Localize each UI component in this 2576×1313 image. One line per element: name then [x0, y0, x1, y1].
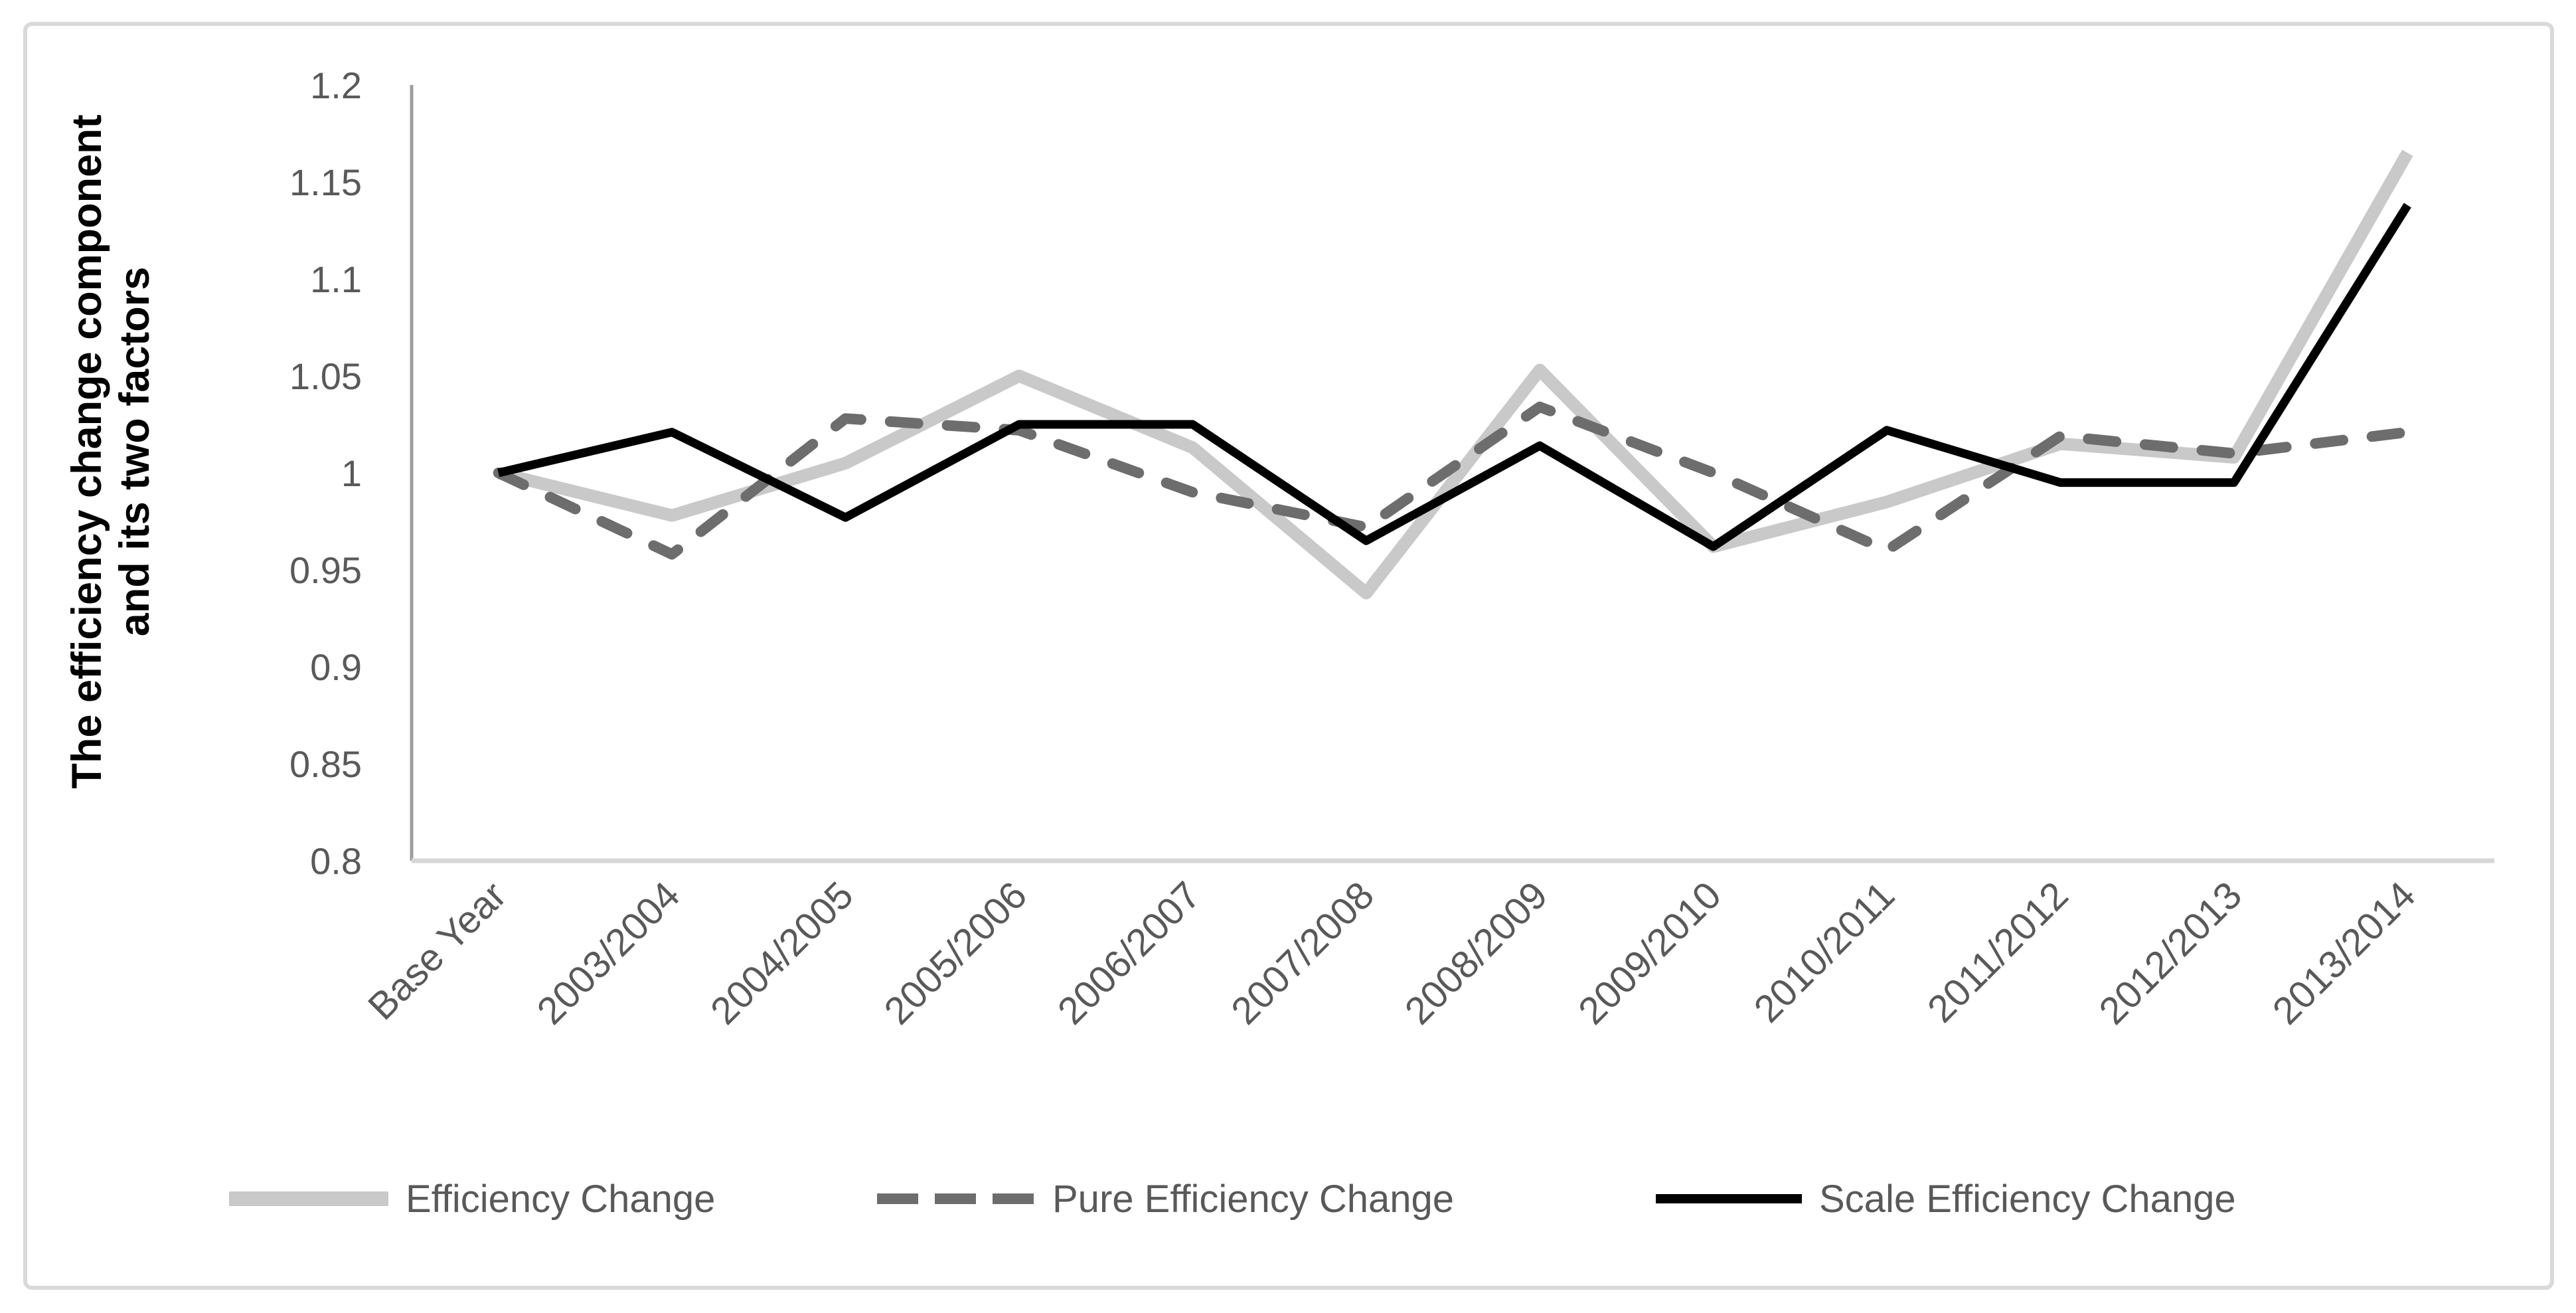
chart-border: [23, 22, 2554, 1290]
series-line-pure-efficiency-change: [493, 401, 2413, 560]
legend-item-pure-efficiency-change: Pure Efficiency Change: [877, 1178, 1454, 1221]
legend: Efficiency Change Pure Efficiency Change S…: [229, 1178, 2236, 1221]
y-axis-title: The efficiency change component and its …: [64, 114, 158, 788]
y-tick-label-0.9: 0.9: [310, 646, 362, 688]
series-line-efficiency-change: [497, 149, 2413, 600]
legend-item-scale-efficiency-change: Scale Efficiency Change: [1656, 1178, 2236, 1221]
y-tick-label-1: 1: [341, 452, 362, 494]
series-line-scale-efficiency-change: [497, 203, 2411, 551]
y-axis-title-line1: The efficiency change component: [64, 114, 110, 788]
y-tick-label-1.2: 1.2: [310, 64, 362, 106]
legend-label-efficiency-change: Efficiency Change: [406, 1178, 715, 1221]
y-tick-label-0.85: 0.85: [289, 743, 362, 785]
legend-label-scale-efficiency-change: Scale Efficiency Change: [1819, 1178, 2236, 1221]
y-tick-label-0.95: 0.95: [289, 549, 362, 591]
y-axis-title-line2: and its two factors: [112, 267, 158, 637]
y-tick-label-1.15: 1.15: [289, 161, 362, 203]
y-axis: 1.2 1.15 1.1 1.05 1 0.95 0.9 0.85 0.8: [289, 64, 414, 882]
plot-area: [493, 149, 2413, 600]
y-tick-label-1.05: 1.05: [289, 355, 362, 397]
y-tick-label-0.8: 0.8: [310, 840, 362, 882]
legend-item-efficiency-change: Efficiency Change: [229, 1178, 715, 1221]
legend-label-pure-efficiency-change: Pure Efficiency Change: [1052, 1178, 1454, 1221]
y-tick-label-1.1: 1.1: [310, 258, 362, 300]
